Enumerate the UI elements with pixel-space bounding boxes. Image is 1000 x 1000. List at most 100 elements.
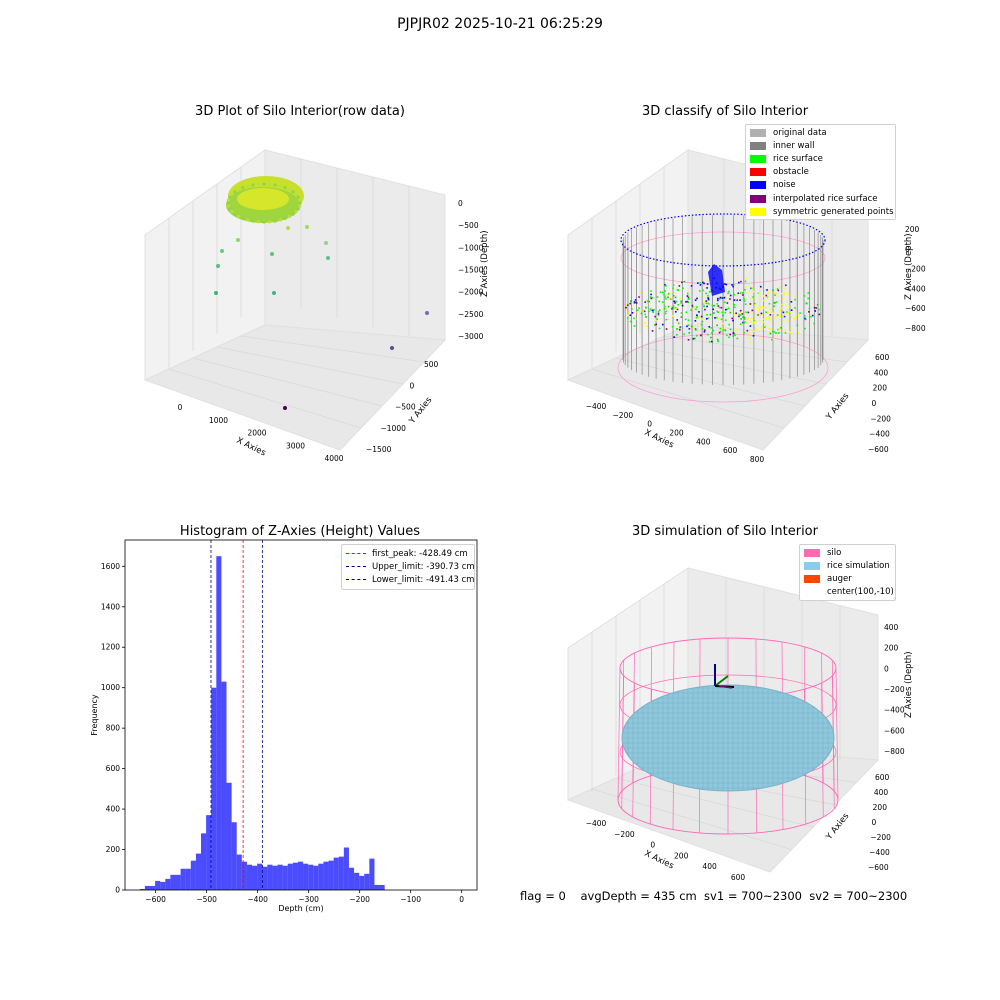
classified-point [784,313,786,315]
raw-data-point [297,204,302,208]
classify-y-tick-label: 0 [872,399,877,408]
classified-point [723,297,726,299]
histogram-bar [257,863,263,890]
classified-point [766,334,769,337]
classified-point [643,310,646,313]
classified-point [760,336,762,339]
classified-point [757,313,759,316]
classified-point [676,334,678,336]
classified-point [695,329,697,331]
classified-point [640,312,643,315]
classified-point [779,313,782,315]
raw-data-point [268,182,272,186]
classified-point [644,322,646,325]
classified-point [633,302,636,304]
classified-point [654,319,657,321]
classified-point [676,282,679,284]
classified-point [701,321,703,323]
classified-point [680,316,683,318]
classified-point [794,295,797,298]
classified-point [684,318,687,321]
classified-point [727,290,730,293]
classified-point [786,300,789,303]
classified-point [747,311,750,314]
classified-point [739,323,742,326]
classified-point [783,330,786,333]
simulation-x-tick-label: 400 [702,862,717,871]
classified-point [651,309,654,312]
classify-y-tick-label: −200 [870,414,891,423]
histogram-bar [201,833,207,890]
raw-data-point [278,218,282,222]
classified-point [716,324,718,327]
classified-point [735,298,737,301]
classified-point [768,302,771,305]
classified-point [675,306,677,309]
raw-plot-title: 3D Plot of Silo Interior(row data) [195,104,405,119]
histogram-x-tick-label: −100 [400,895,421,904]
classified-point [687,319,690,322]
classified-point [746,336,749,339]
classified-point [671,308,673,311]
classified-point [762,295,765,297]
classify-y-tick-label: 200 [873,384,888,393]
raw-z-tick-label: −2000 [458,288,484,297]
raw-x-axis-label: X Axies [235,436,268,459]
classified-point [733,306,736,309]
classified-point [703,305,705,308]
classified-point [716,303,718,305]
classified-point [658,300,661,303]
classified-point [775,315,778,318]
classified-point [633,301,636,303]
raw-y-tick-label: −1500 [366,445,392,454]
histogram-y-tick-label: 200 [106,845,121,854]
classified-point [762,305,764,308]
classified-point [676,308,679,311]
classified-point [770,308,773,310]
classified-point [740,280,742,283]
classified-point [644,306,647,309]
classified-point [789,332,792,334]
histogram-y-tick-label: 400 [106,805,121,814]
classified-point [651,330,654,332]
classified-point [702,281,704,284]
histogram-bar [318,863,324,890]
classified-point [633,325,636,327]
histogram-bar [303,863,309,890]
classified-point [717,297,719,300]
classified-point [687,338,690,341]
classified-point [808,310,810,313]
classified-point [741,313,744,315]
classified-point [728,323,730,326]
classified-point [751,309,754,312]
classify-y-tick-label: 600 [875,353,890,362]
simulation-x-tick-label: 600 [731,873,746,882]
classified-point [719,327,722,330]
classified-point [771,338,773,341]
classified-point [639,292,642,294]
classified-point [700,334,702,337]
classified-point [740,312,742,314]
classified-point [667,296,669,299]
classified-point [784,314,787,317]
classified-point [752,290,755,293]
classified-point [765,306,768,309]
simulation-z-tick-label: 0 [884,664,889,673]
classified-point [636,312,638,314]
classified-point [731,284,733,286]
classified-point [730,302,733,305]
raw-data-point [233,190,237,194]
classified-point [691,304,694,307]
classified-point [731,317,734,320]
legend-swatch [804,548,820,557]
classified-point [814,310,817,312]
classified-point [775,332,777,334]
classified-point [717,340,719,343]
classified-point [704,329,706,331]
classified-point [661,301,664,303]
classified-point [678,285,681,287]
classified-point [725,283,728,286]
legend-swatch [804,588,820,596]
histogram-bar [364,873,370,890]
simulation-z-axis-label: Z Axies (Depth) [904,651,914,718]
